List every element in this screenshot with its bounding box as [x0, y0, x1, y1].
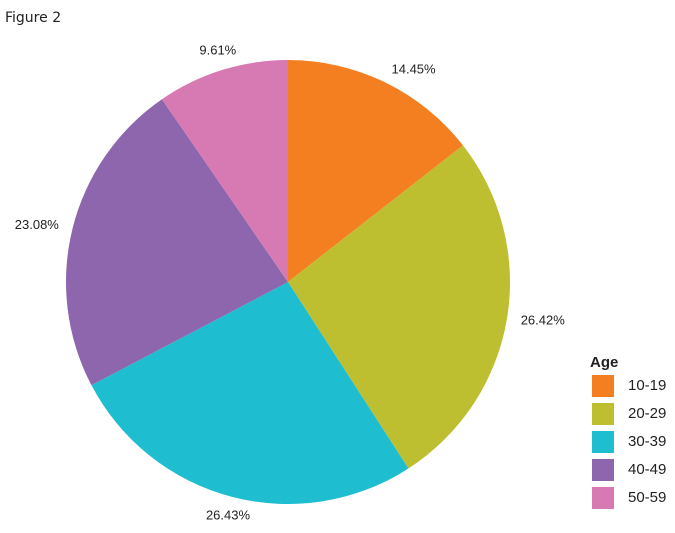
- data-label: 14.45%: [392, 61, 437, 76]
- legend-label: 50-59: [628, 489, 666, 506]
- pie-slice: [161, 60, 288, 282]
- chart-title: Figure 2: [5, 10, 61, 26]
- legend-swatch: [592, 459, 614, 481]
- data-label: 26.43%: [206, 507, 251, 522]
- legend-label: 40-49: [628, 461, 666, 478]
- legend-swatch: [592, 487, 614, 509]
- pie-slice: [66, 99, 288, 386]
- data-label: 26.42%: [521, 313, 566, 328]
- legend-label: 30-39: [628, 433, 666, 450]
- legend-label: 10-19: [628, 377, 666, 394]
- pie-slice: [288, 60, 463, 282]
- pie-slice: [91, 282, 409, 505]
- legend-swatch: [592, 403, 614, 425]
- pie-slice: [288, 145, 510, 469]
- data-label: 23.08%: [15, 217, 60, 232]
- legend-title: Age: [590, 354, 618, 371]
- data-label: 9.61%: [199, 42, 236, 57]
- legend-label: 20-29: [628, 405, 666, 422]
- legend-swatch: [592, 431, 614, 453]
- legend-swatch: [592, 375, 614, 397]
